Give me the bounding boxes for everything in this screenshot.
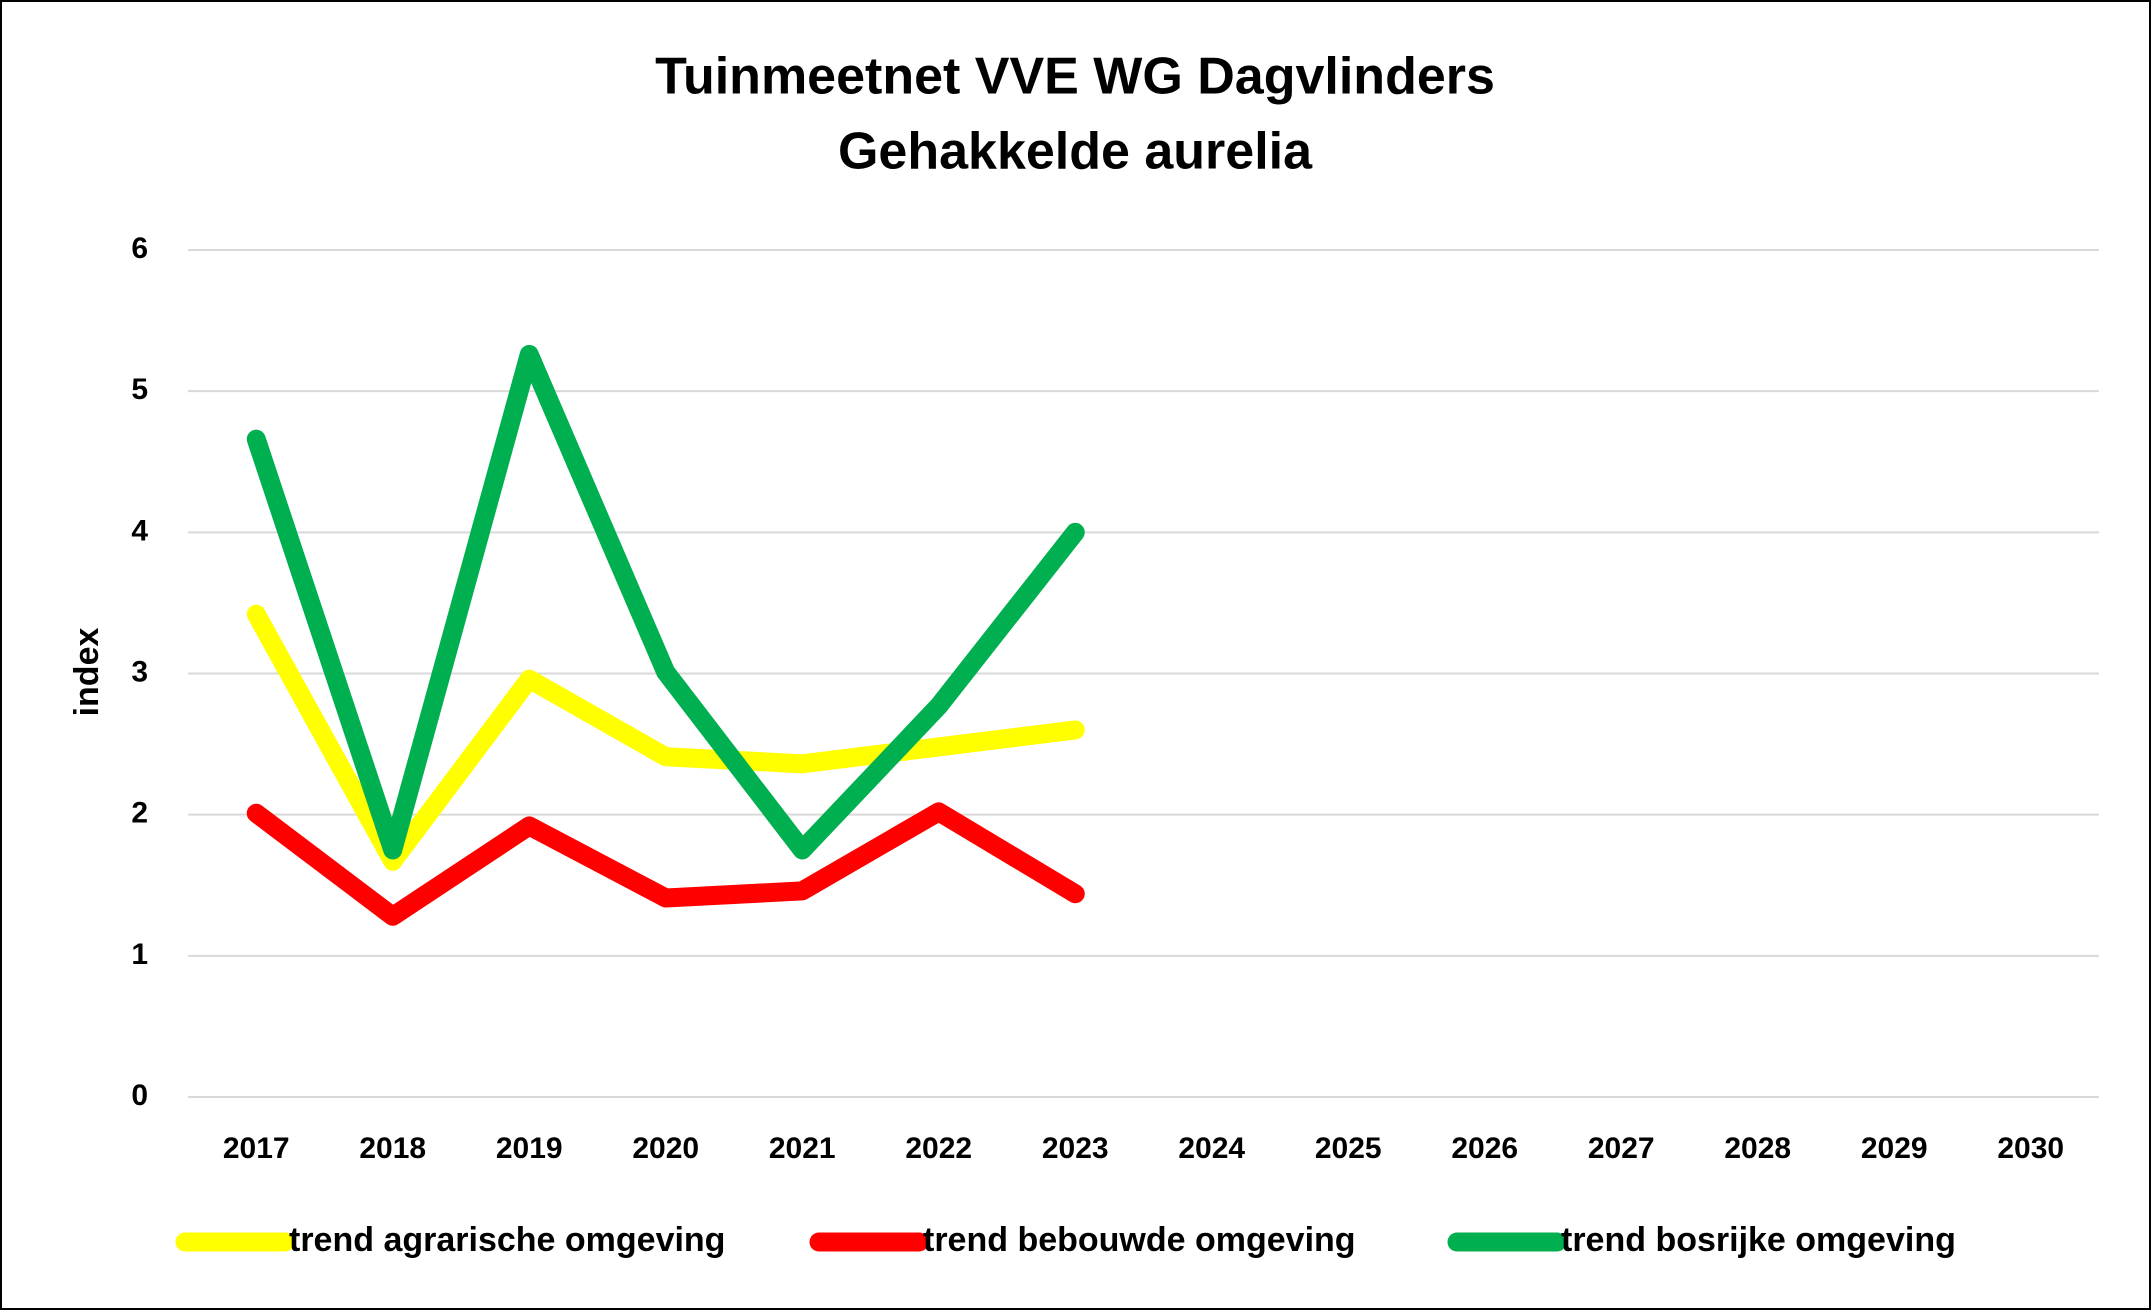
chart-subtitle: Gehakkelde aurelia <box>838 123 1313 181</box>
x-tick-label: 2022 <box>905 1132 972 1165</box>
x-tick-label: 2029 <box>1861 1132 1928 1165</box>
y-tick-label: 4 <box>131 514 148 547</box>
x-tick-label: 2018 <box>359 1132 426 1165</box>
chart-title: Tuinmeetnet VVE WG Dagvlinders <box>655 48 1495 106</box>
x-tick-label: 2019 <box>496 1132 563 1165</box>
data-line <box>246 604 1085 871</box>
y-axis-label: index <box>68 628 106 717</box>
y-tick-label: 0 <box>131 1079 148 1112</box>
data-line <box>246 344 1085 860</box>
x-tick-label: 2026 <box>1451 1132 1518 1165</box>
legend-label: trend agrarische omgeving <box>289 1221 725 1259</box>
y-tick-label: 3 <box>131 655 148 688</box>
y-tick-label: 1 <box>131 938 148 971</box>
x-tick-label: 2021 <box>769 1132 836 1165</box>
y-tick-label: 6 <box>131 232 148 265</box>
y-tick-label: 5 <box>131 373 148 406</box>
legend-label: trend bosrijke omgeving <box>1561 1221 1956 1259</box>
x-tick-label: 2017 <box>223 1132 290 1165</box>
legend-label: trend bebouwde omgeving <box>923 1221 1356 1259</box>
data-line <box>246 802 1085 926</box>
x-tick-label: 2020 <box>632 1132 699 1165</box>
x-tick-label: 2027 <box>1588 1132 1655 1165</box>
y-tick-label: 2 <box>131 797 148 830</box>
x-tick-label: 2025 <box>1315 1132 1382 1165</box>
x-tick-label: 2030 <box>1997 1132 2064 1165</box>
x-tick-label: 2028 <box>1724 1132 1791 1165</box>
x-tick-label: 2023 <box>1042 1132 1109 1165</box>
x-tick-label: 2024 <box>1178 1132 1245 1165</box>
